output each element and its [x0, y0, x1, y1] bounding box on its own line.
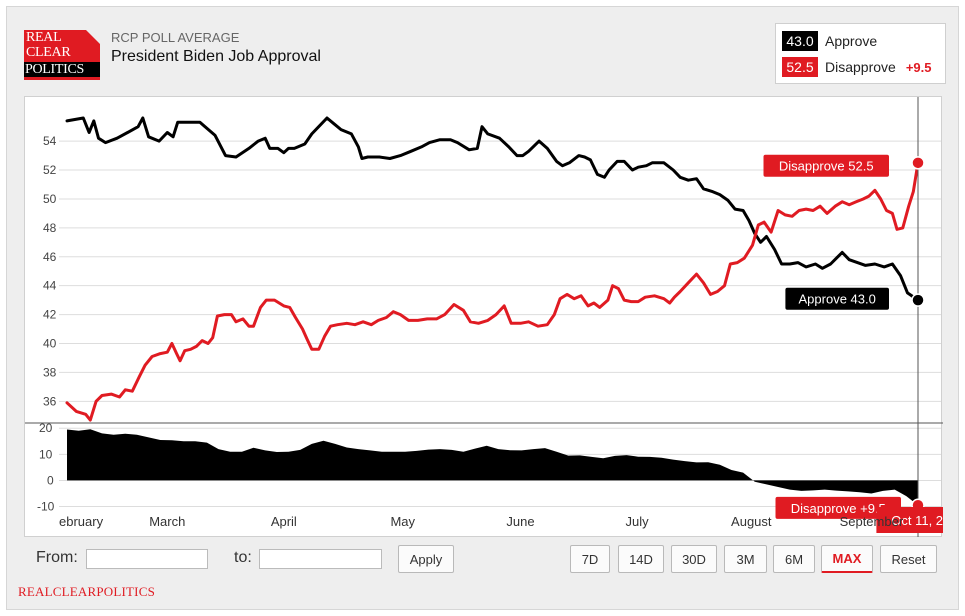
y-tick-main: 40: [43, 337, 57, 351]
y-tick-main: 36: [43, 394, 57, 408]
from-date-input[interactable]: [86, 549, 208, 569]
y-tick-main: 48: [43, 221, 57, 235]
y-tick-spread: 10: [39, 447, 53, 461]
approve-endpoint-dot: [911, 293, 925, 307]
x-tick-label: May: [390, 514, 415, 529]
apply-button[interactable]: Apply: [398, 545, 454, 573]
series-line-approve: [65, 116, 920, 302]
y-tick-spread: 0: [47, 473, 54, 487]
range-3m-button[interactable]: 3M: [724, 545, 767, 573]
reset-button[interactable]: Reset: [880, 545, 937, 573]
legend-disapprove-label: Disapprove: [825, 59, 896, 75]
legend-row-disapprove: 52.5 Disapprove +9.5: [782, 56, 932, 78]
legend-approve-label: Approve: [825, 33, 878, 49]
logo-line-3: POLITICS: [24, 62, 100, 77]
approve-callout: Approve 43.0: [799, 292, 876, 307]
chart-svg[interactable]: 36 38 40 42 44 46 48 50 52 54 20 10 0 -10 Disapprove 5…: [25, 97, 943, 538]
chart-title: President Biden Job Approval: [111, 48, 321, 65]
y-tick-spread: -10: [37, 500, 55, 514]
legend-approve-value: 43.0: [782, 31, 818, 51]
range-7d-button[interactable]: 7D: [570, 545, 610, 573]
range-14d-button[interactable]: 14D: [618, 545, 664, 573]
footer-brand: REALCLEARPOLITICS: [18, 584, 156, 599]
y-tick-main: 54: [43, 134, 57, 148]
logo-line-1: REAL: [26, 30, 62, 45]
to-label: to:: [234, 549, 252, 566]
from-label: From:: [36, 549, 78, 566]
spread-callout: Disapprove +9.5: [791, 501, 886, 516]
spread-callout-bg: [775, 496, 901, 519]
x-tick-label: March: [149, 514, 185, 529]
disapprove-callout: Disapprove 52.5: [779, 159, 874, 174]
legend-spread-value: +9.5: [905, 59, 932, 75]
series-line-disapprove: [65, 161, 920, 422]
logo-corner-fold: [86, 30, 100, 44]
y-tick-main: 50: [43, 192, 57, 206]
range-30d-button[interactable]: 30D: [671, 545, 717, 573]
disapprove-endpoint-dot: [911, 156, 925, 170]
date-badge: Oct 11, 2021: [891, 513, 943, 528]
x-tick-label: ebruary: [59, 514, 104, 529]
range-6m-button[interactable]: 6M: [773, 545, 815, 573]
x-tick-label: June: [506, 514, 534, 529]
legend: 43.0 Approve 52.5 Disapprove +9.5: [775, 23, 946, 84]
spread-area: [67, 429, 918, 506]
y-tick-spread: 20: [39, 421, 53, 435]
chart-subtitle: RCP POLL AVERAGE: [111, 30, 240, 45]
y-tick-main: 42: [43, 308, 57, 322]
legend-disapprove-value: 52.5: [782, 57, 818, 77]
chart-area[interactable]: 36 38 40 42 44 46 48 50 52 54 20 10 0 -10 Disapprove 5…: [24, 96, 943, 538]
range-max-button[interactable]: MAX: [821, 545, 873, 573]
x-tick-label: September: [840, 514, 904, 529]
rcp-logo: REAL CLEAR POLITICS: [24, 30, 100, 80]
y-tick-main: 46: [43, 250, 57, 264]
date-badge-bg: [876, 507, 943, 533]
logo-line-2: CLEAR: [26, 45, 71, 60]
approve-callout-bg: [785, 287, 889, 310]
y-tick-main: 38: [43, 365, 57, 379]
y-tick-main: 44: [43, 279, 57, 293]
x-tick-label: August: [731, 514, 772, 529]
x-tick-label: April: [271, 514, 297, 529]
disapprove-callout-bg: [763, 154, 889, 177]
x-tick-label: July: [625, 514, 649, 529]
y-tick-main: 52: [43, 163, 57, 177]
legend-row-approve: 43.0 Approve: [782, 30, 877, 52]
date-range-controls: From: to: Apply 7D 14D 30D 3M 6M MAX Res…: [24, 537, 942, 581]
to-date-input[interactable]: [259, 549, 382, 569]
